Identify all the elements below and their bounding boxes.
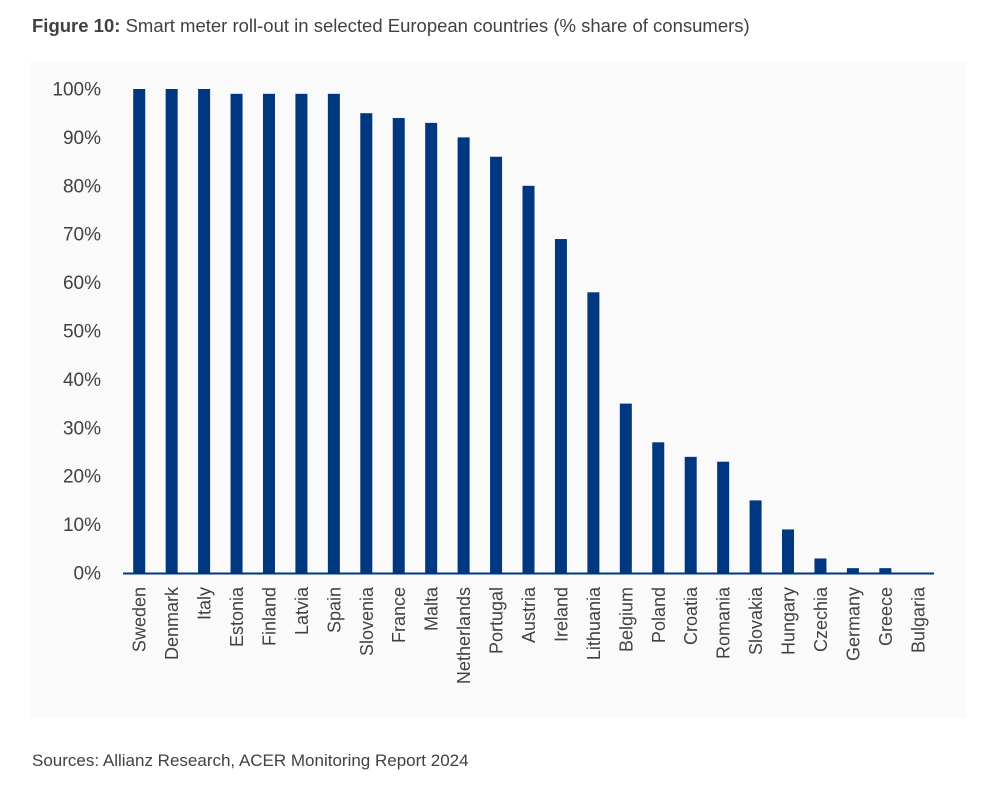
- x-tick-label: Lithuania: [584, 586, 604, 660]
- y-tick-label: 90%: [63, 128, 101, 149]
- y-tick-label: 0%: [74, 564, 102, 585]
- bar-estonia: [230, 93, 243, 573]
- x-tick-label: Italy: [195, 587, 215, 620]
- bar-spain: [327, 93, 340, 573]
- y-tick-label: 100%: [52, 80, 101, 101]
- sources-note: Sources: Allianz Research, ACER Monitori…: [32, 751, 469, 770]
- bar-czechia: [814, 558, 827, 573]
- bar-romania: [717, 461, 730, 573]
- figure-title: Smart meter roll-out in selected Europea…: [125, 15, 750, 36]
- y-tick-label: 30%: [63, 418, 101, 439]
- bar-germany: [846, 568, 859, 573]
- bar-austria: [522, 185, 535, 574]
- y-tick-label: 20%: [63, 467, 101, 488]
- bar-poland: [652, 442, 665, 573]
- bar-netherlands: [457, 137, 470, 573]
- bar-greece: [879, 568, 892, 573]
- x-tick-label: Estonia: [227, 586, 247, 647]
- x-tick-label: Netherlands: [454, 587, 474, 684]
- bar-belgium: [619, 403, 632, 573]
- bar-malta: [425, 122, 438, 573]
- x-tick-label: Germany: [843, 587, 863, 661]
- bar-lithuania: [587, 292, 600, 573]
- bar-slovakia: [749, 500, 762, 573]
- bar-latvia: [295, 93, 308, 573]
- x-tick-label: Poland: [649, 587, 669, 643]
- x-tick-label: France: [389, 587, 409, 643]
- y-tick-label: 80%: [63, 176, 101, 197]
- x-tick-label: Bulgaria: [908, 586, 928, 653]
- y-tick-label: 40%: [63, 370, 101, 391]
- x-tick-label: Croatia: [681, 586, 701, 645]
- x-tick-label: Slovenia: [357, 586, 377, 656]
- bar-slovenia: [360, 113, 373, 573]
- bar-ireland: [554, 239, 567, 574]
- x-tick-label: Belgium: [616, 587, 636, 652]
- x-tick-label: Ireland: [551, 587, 571, 642]
- bar-sweden: [133, 89, 146, 573]
- bar-denmark: [165, 89, 178, 573]
- x-tick-label: Portugal: [487, 587, 507, 654]
- x-tick-label: Malta: [422, 586, 442, 631]
- x-tick-label: Austria: [519, 586, 539, 643]
- x-tick-label: Czechia: [811, 586, 831, 652]
- bar-italy: [198, 89, 211, 573]
- x-tick-label: Hungary: [779, 587, 799, 655]
- y-tick-label: 60%: [63, 273, 101, 294]
- bar-croatia: [684, 456, 697, 573]
- figure-caption: Figure 10: Smart meter roll-out in selec…: [32, 15, 750, 37]
- bar-portugal: [490, 156, 503, 573]
- y-tick-label: 10%: [63, 515, 101, 536]
- x-tick-label: Spain: [324, 587, 344, 633]
- x-tick-label: Sweden: [130, 587, 150, 652]
- figure-number: Figure 10:: [32, 15, 121, 36]
- y-tick-label: 50%: [63, 322, 101, 343]
- y-tick-label: 70%: [63, 225, 101, 246]
- x-tick-label: Finland: [259, 587, 279, 646]
- bar-france: [392, 118, 405, 573]
- x-tick-label: Romania: [714, 586, 734, 659]
- x-tick-label: Slovakia: [746, 586, 766, 655]
- x-tick-label: Greece: [876, 587, 896, 646]
- x-tick-label: Denmark: [162, 586, 182, 660]
- bar-finland: [262, 93, 275, 573]
- bar-hungary: [782, 529, 795, 573]
- x-tick-label: Latvia: [292, 586, 312, 635]
